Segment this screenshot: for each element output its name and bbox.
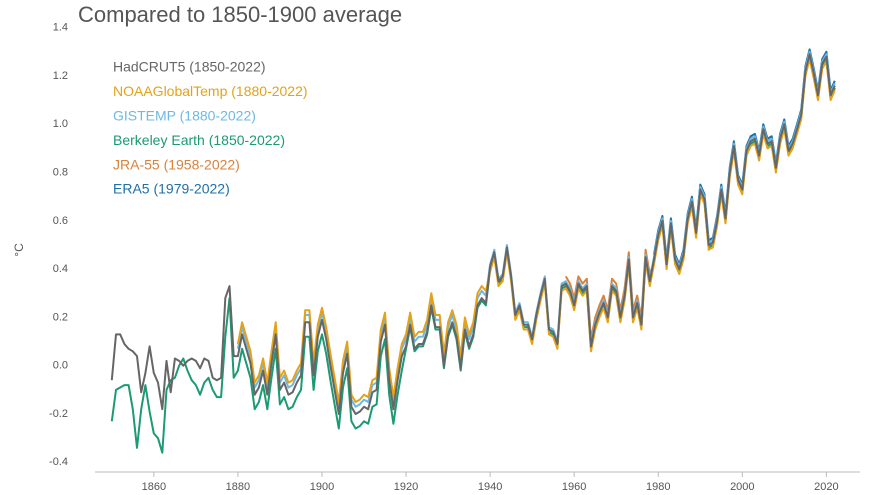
y-tick-label: 0.8 <box>53 166 68 178</box>
x-tick-label: 1880 <box>226 481 250 493</box>
legend-label: HadCRUT5 (1850-2022) <box>113 59 266 75</box>
series-line <box>110 53 836 415</box>
x-tick-label: 1960 <box>562 481 586 493</box>
legend-label: ERA5 (1979-2022) <box>113 181 230 197</box>
chart-subtitle: Compared to 1850-1900 average <box>78 2 402 27</box>
x-tick-label: 2020 <box>814 481 838 493</box>
x-tick-label: 1920 <box>394 481 418 493</box>
y-tick-label: 1.4 <box>53 22 68 34</box>
y-tick-label: 0.2 <box>53 311 68 323</box>
x-tick-label: 1860 <box>142 481 166 493</box>
x-tick-label: 1980 <box>646 481 670 493</box>
y-tick-label: 0.6 <box>53 215 68 227</box>
y-axis-label: °C <box>12 243 26 257</box>
y-tick-label: 0.0 <box>53 360 68 372</box>
legend-label: Berkeley Earth (1850-2022) <box>113 132 285 148</box>
x-tick-label: 2000 <box>730 481 754 493</box>
y-tick-label: -0.2 <box>49 408 68 420</box>
x-tick-label: 1900 <box>310 481 334 493</box>
y-tick-label: 0.4 <box>53 263 68 275</box>
y-tick-label: -0.4 <box>49 456 68 468</box>
series-line <box>236 50 836 408</box>
y-tick-label: 1.0 <box>53 118 68 130</box>
legend-label: NOAAGlobalTemp (1880-2022) <box>113 83 308 99</box>
legend-label: JRA-55 (1958-2022) <box>113 156 240 172</box>
x-tick-label: 1940 <box>478 481 502 493</box>
y-tick-label: 1.2 <box>53 70 68 82</box>
series-line <box>653 48 836 266</box>
legend-label: GISTEMP (1880-2022) <box>113 108 256 124</box>
